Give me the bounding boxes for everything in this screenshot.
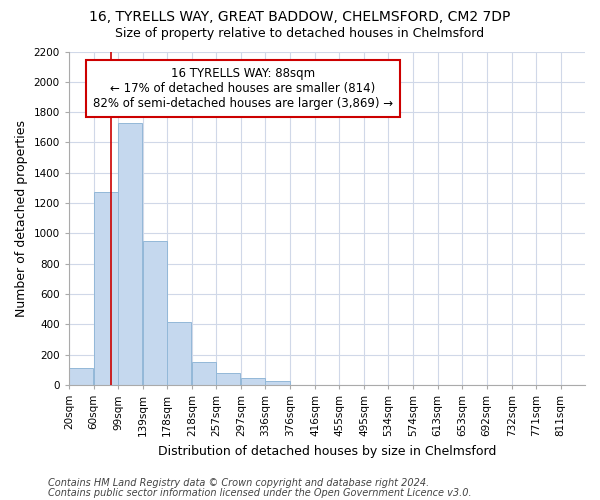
Y-axis label: Number of detached properties: Number of detached properties bbox=[15, 120, 28, 317]
X-axis label: Distribution of detached houses by size in Chelmsford: Distribution of detached houses by size … bbox=[158, 444, 496, 458]
Text: 16 TYRELLS WAY: 88sqm
← 17% of detached houses are smaller (814)
82% of semi-det: 16 TYRELLS WAY: 88sqm ← 17% of detached … bbox=[93, 66, 393, 110]
Bar bbox=[241, 378, 265, 385]
Bar bbox=[265, 381, 290, 385]
Bar bbox=[69, 368, 93, 385]
Text: 16, TYRELLS WAY, GREAT BADDOW, CHELMSFORD, CM2 7DP: 16, TYRELLS WAY, GREAT BADDOW, CHELMSFOR… bbox=[89, 10, 511, 24]
Bar bbox=[192, 362, 216, 385]
Bar bbox=[216, 373, 241, 385]
Bar bbox=[143, 241, 167, 385]
Bar bbox=[118, 123, 142, 385]
Text: Size of property relative to detached houses in Chelmsford: Size of property relative to detached ho… bbox=[115, 28, 485, 40]
Bar bbox=[167, 322, 191, 385]
Bar bbox=[94, 192, 118, 385]
Text: Contains public sector information licensed under the Open Government Licence v3: Contains public sector information licen… bbox=[48, 488, 472, 498]
Text: Contains HM Land Registry data © Crown copyright and database right 2024.: Contains HM Land Registry data © Crown c… bbox=[48, 478, 429, 488]
